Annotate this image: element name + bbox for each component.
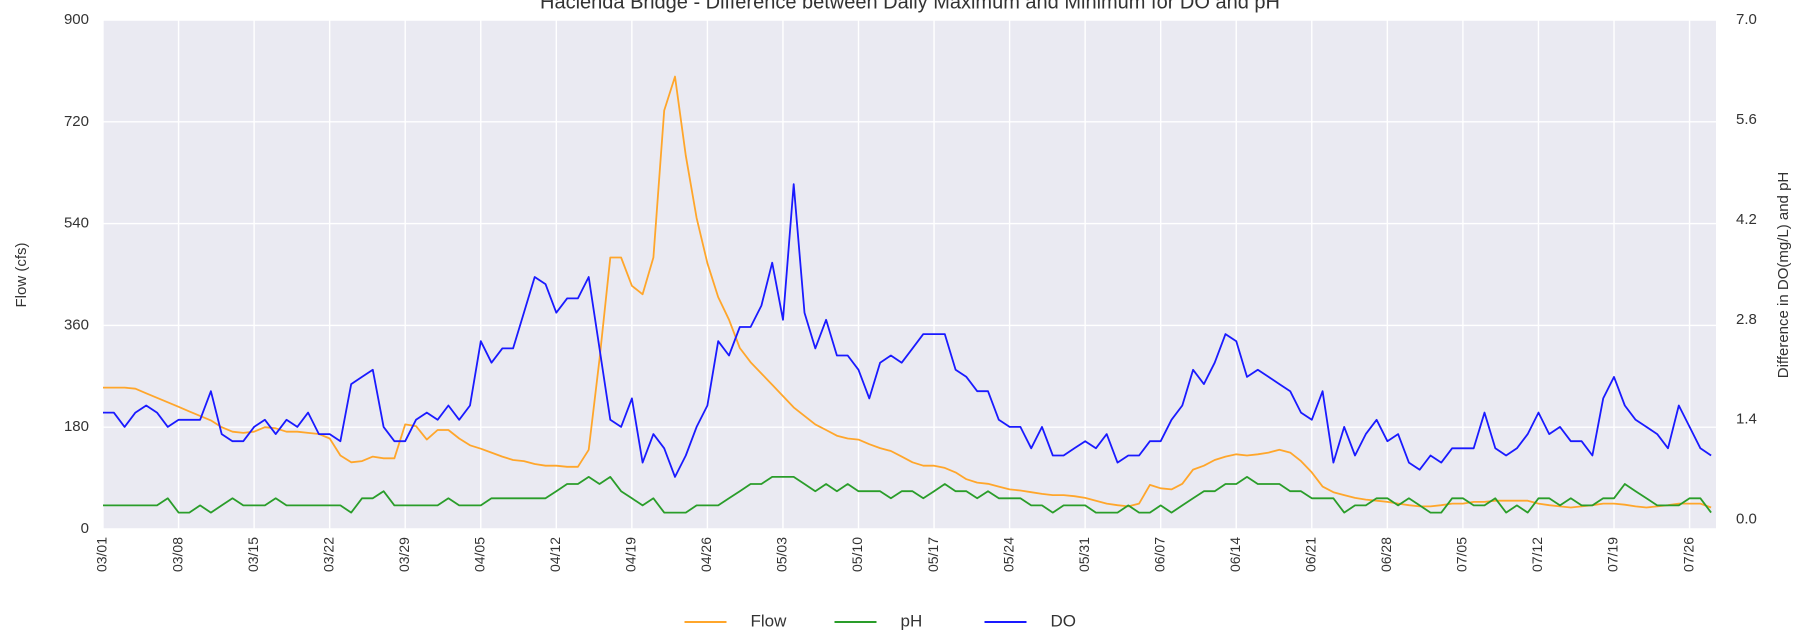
y-tick-label: 180	[64, 418, 89, 435]
legend-label: DO	[1051, 611, 1077, 630]
y2-tick-label: 5.6	[1736, 111, 1757, 128]
y-tick-label: 540	[64, 215, 89, 232]
x-tick-label: 07/12	[1529, 537, 1545, 572]
x-tick-label: 04/19	[623, 537, 639, 572]
x-tick-label: 05/24	[1000, 537, 1016, 572]
y-tick-label: 360	[64, 316, 89, 333]
series-line	[103, 75, 1712, 509]
y2-tick-label: 4.2	[1736, 211, 1757, 228]
x-tick-label: 05/17	[925, 537, 941, 572]
legend-label: pH	[901, 611, 923, 630]
x-tick-label: 03/01	[94, 537, 110, 572]
y2-tick-label: 7.0	[1736, 11, 1757, 28]
y-tick-label: 900	[64, 11, 89, 28]
x-tick-label: 04/05	[471, 537, 487, 572]
y2-tick-label: 2.8	[1736, 311, 1757, 328]
x-tick-label: 05/03	[774, 537, 790, 572]
x-tick-label: 05/31	[1076, 537, 1092, 572]
y-tick-label: 720	[64, 113, 89, 130]
x-tick-label: 04/26	[698, 537, 714, 572]
x-tick-label: 03/08	[169, 537, 185, 572]
legend-label: Flow	[751, 611, 788, 630]
x-tick-label: 03/15	[245, 537, 261, 572]
x-tick-label: 03/22	[320, 537, 336, 572]
x-tick-label: 06/14	[1227, 537, 1243, 572]
x-tick-label: 07/26	[1680, 537, 1696, 572]
x-tick-label: 03/29	[396, 537, 412, 572]
y-tick-label: 0	[81, 520, 89, 537]
y-axis-label: Flow (cfs)	[13, 243, 30, 308]
y2-tick-label: 0.0	[1736, 511, 1757, 528]
y2-axis-label: Difference in DO(mg/L) and pH	[1775, 172, 1792, 378]
x-tick-label: 06/07	[1151, 537, 1167, 572]
series-line	[103, 476, 1712, 514]
chart-title: Hacienda Bridge - Difference between Dai…	[540, 0, 1280, 13]
x-tick-label: 06/28	[1378, 537, 1394, 572]
plot-area	[103, 20, 1716, 529]
y2-tick-label: 1.4	[1736, 411, 1757, 428]
x-tick-label: 07/05	[1454, 537, 1470, 572]
x-tick-label: 05/10	[849, 537, 865, 572]
x-tick-label: 07/19	[1605, 537, 1621, 572]
x-tick-label: 06/21	[1303, 537, 1319, 572]
x-tick-label: 04/12	[547, 537, 563, 572]
series-line	[103, 183, 1712, 478]
